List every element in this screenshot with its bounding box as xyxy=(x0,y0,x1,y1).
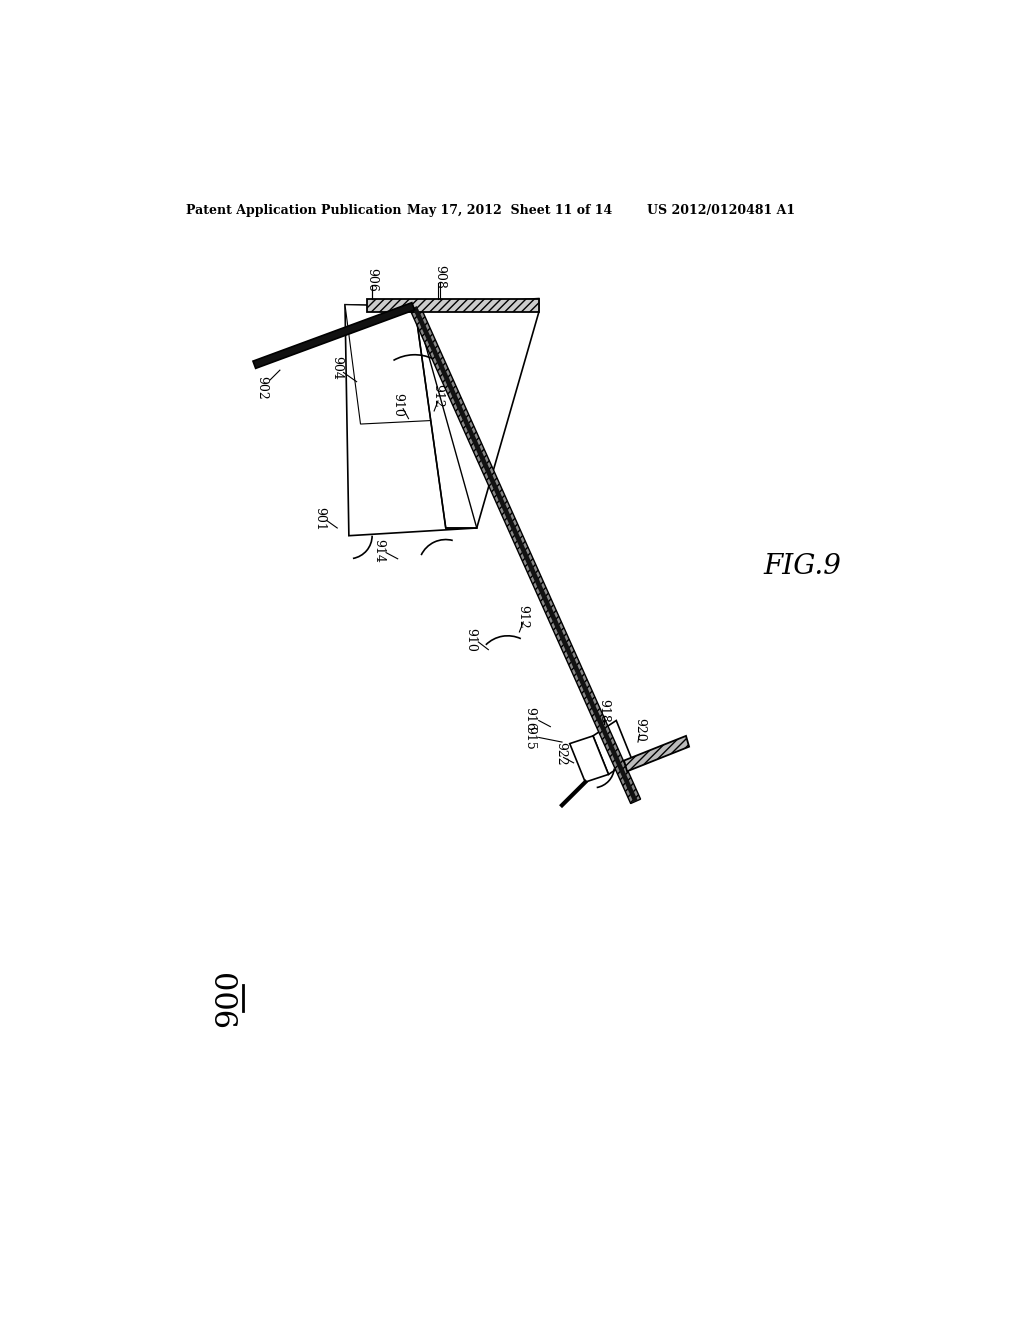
Text: 912: 912 xyxy=(517,605,529,628)
Text: 910: 910 xyxy=(464,628,477,652)
Text: 916: 916 xyxy=(523,708,536,731)
Text: 900: 900 xyxy=(213,969,245,1027)
Polygon shape xyxy=(367,298,539,313)
Text: 914: 914 xyxy=(372,539,385,564)
Text: 910: 910 xyxy=(391,393,404,417)
Text: FIG.9: FIG.9 xyxy=(764,553,842,579)
Polygon shape xyxy=(253,302,415,368)
Text: Patent Application Publication: Patent Application Publication xyxy=(186,205,401,218)
Polygon shape xyxy=(345,305,438,424)
Text: 901: 901 xyxy=(313,507,327,531)
Polygon shape xyxy=(624,737,689,771)
Polygon shape xyxy=(569,737,608,781)
Polygon shape xyxy=(415,298,539,528)
Polygon shape xyxy=(593,721,632,775)
Text: 915: 915 xyxy=(523,726,536,750)
Text: 906: 906 xyxy=(366,268,379,292)
Text: 904: 904 xyxy=(331,356,344,380)
Polygon shape xyxy=(413,306,638,803)
Text: 922: 922 xyxy=(554,742,567,766)
Text: May 17, 2012  Sheet 11 of 14: May 17, 2012 Sheet 11 of 14 xyxy=(407,205,612,218)
Polygon shape xyxy=(410,305,641,804)
Text: 902: 902 xyxy=(255,376,268,400)
Text: 918: 918 xyxy=(597,700,610,723)
Text: US 2012/0120481 A1: US 2012/0120481 A1 xyxy=(647,205,796,218)
Polygon shape xyxy=(345,305,477,536)
Text: 912: 912 xyxy=(431,384,444,408)
Text: 920: 920 xyxy=(633,718,646,742)
Text: 908: 908 xyxy=(433,265,446,289)
